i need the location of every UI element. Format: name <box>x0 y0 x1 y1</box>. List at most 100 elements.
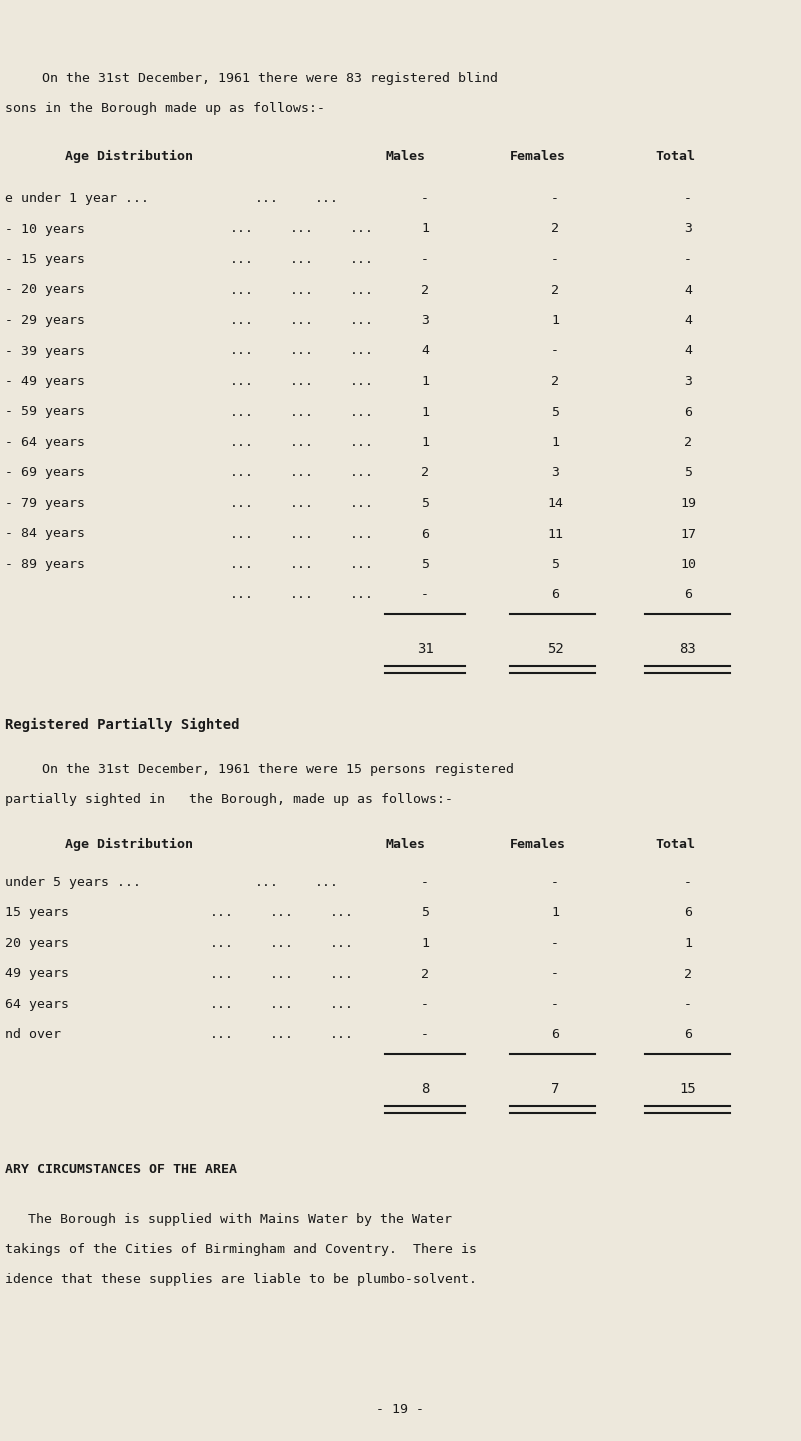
Text: 2: 2 <box>421 467 429 480</box>
Text: 1: 1 <box>421 937 429 950</box>
Text: 2: 2 <box>421 967 429 980</box>
Text: ...: ... <box>230 588 254 601</box>
Text: 20 years: 20 years <box>5 937 69 950</box>
Text: 49 years: 49 years <box>5 967 69 980</box>
Text: -: - <box>421 192 429 205</box>
Text: idence that these supplies are liable to be plumbo-solvent.: idence that these supplies are liable to… <box>5 1272 477 1285</box>
Text: 1: 1 <box>551 437 559 450</box>
Text: -: - <box>684 192 692 205</box>
Text: 5: 5 <box>551 405 559 418</box>
Text: 3: 3 <box>551 467 559 480</box>
Text: - 39 years: - 39 years <box>5 344 85 357</box>
Text: 6: 6 <box>551 1029 559 1042</box>
Text: -: - <box>551 254 559 267</box>
Text: Females: Females <box>510 839 566 852</box>
Text: 31: 31 <box>417 643 433 656</box>
Text: -: - <box>421 999 429 1012</box>
Text: 2: 2 <box>421 284 429 297</box>
Text: ...: ... <box>290 437 314 450</box>
Text: 1: 1 <box>684 937 692 950</box>
Text: takings of the Cities of Birmingham and Coventry.  There is: takings of the Cities of Birmingham and … <box>5 1244 477 1257</box>
Text: ...: ... <box>230 375 254 388</box>
Text: 10: 10 <box>680 558 696 571</box>
Text: 5: 5 <box>684 467 692 480</box>
Text: 7: 7 <box>551 1082 559 1097</box>
Text: - 15 years: - 15 years <box>5 254 85 267</box>
Text: 1: 1 <box>551 314 559 327</box>
Text: ...: ... <box>255 876 279 889</box>
Text: ...: ... <box>330 999 354 1012</box>
Text: - 49 years: - 49 years <box>5 375 85 388</box>
Text: ...: ... <box>210 967 234 980</box>
Text: 3: 3 <box>684 222 692 235</box>
Text: 4: 4 <box>684 314 692 327</box>
Text: under 5 years ...: under 5 years ... <box>5 876 141 889</box>
Text: -: - <box>421 588 429 601</box>
Text: Registered Partially Sighted: Registered Partially Sighted <box>5 718 239 732</box>
Text: - 20 years: - 20 years <box>5 284 85 297</box>
Text: ...: ... <box>290 497 314 510</box>
Text: - 10 years: - 10 years <box>5 222 85 235</box>
Text: Total: Total <box>655 839 695 852</box>
Text: 4: 4 <box>421 344 429 357</box>
Text: partially sighted in   the Borough, made up as follows:-: partially sighted in the Borough, made u… <box>5 793 453 806</box>
Text: -: - <box>684 876 692 889</box>
Text: ...: ... <box>290 527 314 540</box>
Text: 3: 3 <box>684 375 692 388</box>
Text: ...: ... <box>350 437 374 450</box>
Text: ...: ... <box>290 558 314 571</box>
Text: Total: Total <box>655 150 695 163</box>
Text: Males: Males <box>385 150 425 163</box>
Text: ...: ... <box>270 967 294 980</box>
Text: ...: ... <box>330 937 354 950</box>
Text: 5: 5 <box>421 497 429 510</box>
Text: -: - <box>551 937 559 950</box>
Text: -: - <box>551 344 559 357</box>
Text: 14: 14 <box>547 497 563 510</box>
Text: -: - <box>421 1029 429 1042</box>
Text: The Borough is supplied with Mains Water by the Water: The Borough is supplied with Mains Water… <box>28 1213 452 1226</box>
Text: ...: ... <box>330 906 354 919</box>
Text: ...: ... <box>210 937 234 950</box>
Text: ...: ... <box>230 437 254 450</box>
Text: 2: 2 <box>551 284 559 297</box>
Text: ...: ... <box>290 222 314 235</box>
Text: ...: ... <box>230 344 254 357</box>
Text: Age Distribution: Age Distribution <box>65 839 193 852</box>
Text: ...: ... <box>350 405 374 418</box>
Text: 2: 2 <box>684 437 692 450</box>
Text: 6: 6 <box>684 588 692 601</box>
Text: ARY CIRCUMSTANCES OF THE AREA: ARY CIRCUMSTANCES OF THE AREA <box>5 1163 237 1176</box>
Text: ...: ... <box>290 405 314 418</box>
Text: sons in the Borough made up as follows:-: sons in the Borough made up as follows:- <box>5 102 325 115</box>
Text: 17: 17 <box>680 527 696 540</box>
Text: ...: ... <box>315 192 339 205</box>
Text: 3: 3 <box>421 314 429 327</box>
Text: -: - <box>551 999 559 1012</box>
Text: ...: ... <box>290 344 314 357</box>
Text: ...: ... <box>290 254 314 267</box>
Text: ...: ... <box>230 527 254 540</box>
Text: 2: 2 <box>551 375 559 388</box>
Text: - 69 years: - 69 years <box>5 467 85 480</box>
Text: 6: 6 <box>421 527 429 540</box>
Text: -: - <box>551 876 559 889</box>
Text: ...: ... <box>230 558 254 571</box>
Text: ...: ... <box>230 467 254 480</box>
Text: Age Distribution: Age Distribution <box>65 150 193 163</box>
Text: 1: 1 <box>421 375 429 388</box>
Text: 6: 6 <box>551 588 559 601</box>
Text: ...: ... <box>270 906 294 919</box>
Text: ...: ... <box>255 192 279 205</box>
Text: ...: ... <box>330 967 354 980</box>
Text: ...: ... <box>315 876 339 889</box>
Text: ...: ... <box>350 497 374 510</box>
Text: ...: ... <box>350 314 374 327</box>
Text: 52: 52 <box>546 643 563 656</box>
Text: - 64 years: - 64 years <box>5 437 85 450</box>
Text: ...: ... <box>350 344 374 357</box>
Text: ...: ... <box>350 254 374 267</box>
Text: 4: 4 <box>684 344 692 357</box>
Text: ...: ... <box>290 588 314 601</box>
Text: - 79 years: - 79 years <box>5 497 85 510</box>
